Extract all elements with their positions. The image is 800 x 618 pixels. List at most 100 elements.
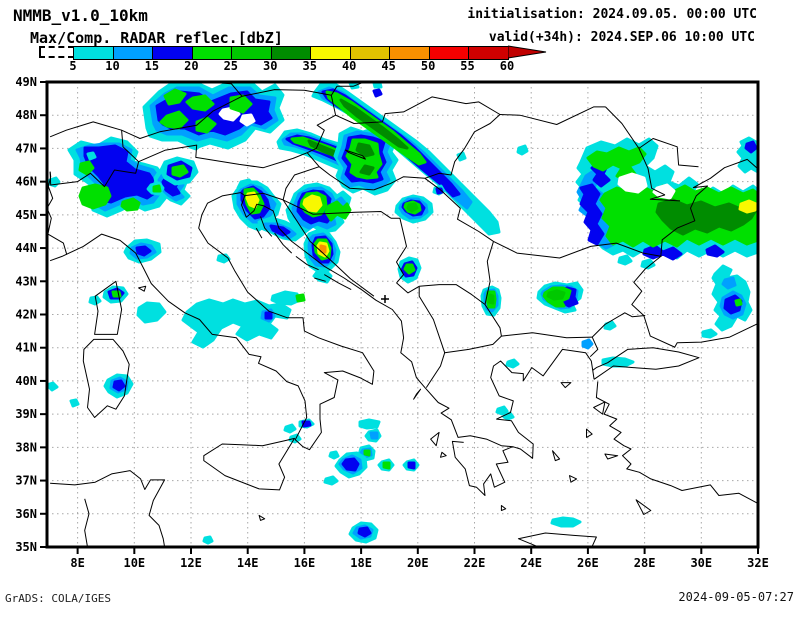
location-marker	[381, 295, 389, 303]
colorbar-segment	[428, 47, 469, 59]
lat-tick-label: 47N	[15, 141, 37, 155]
radar-cell	[358, 418, 381, 430]
country-border	[373, 176, 425, 191]
colorbar-tick-label: 45	[381, 59, 396, 73]
radar-cell	[369, 431, 379, 440]
radar-cell	[406, 202, 419, 213]
island-outline	[604, 453, 619, 460]
radar-cell	[701, 328, 718, 339]
coastline	[673, 323, 758, 348]
country-border	[425, 352, 446, 388]
radar-cell	[319, 244, 327, 254]
radar-cell	[382, 461, 391, 470]
lon-tick-label: 30E	[690, 556, 712, 570]
coastline	[595, 381, 758, 504]
colorbar-tick-label: 35	[302, 59, 317, 73]
lon-tick-label: 20E	[407, 556, 429, 570]
radar-cell	[601, 356, 635, 368]
country-border	[244, 166, 320, 201]
valid-time-label: valid(+34h): 2024.SEP.06 10:00 UTC	[488, 30, 755, 45]
radar-cell	[245, 191, 260, 209]
radar-cell	[640, 258, 656, 270]
colorbar-segment	[152, 47, 192, 59]
country-border	[499, 106, 606, 125]
radar-cell	[171, 164, 189, 178]
radar-cell	[495, 405, 509, 416]
island-outline	[552, 450, 561, 462]
country-border	[424, 177, 494, 242]
geography	[47, 82, 758, 547]
lat-tick-label: 40N	[15, 374, 37, 388]
island-outline	[440, 451, 447, 458]
radar-cell	[744, 140, 758, 154]
radar-cell	[357, 526, 372, 538]
colorbar-tick-label: 60	[499, 59, 515, 73]
country-border	[589, 336, 599, 358]
country-border	[605, 106, 666, 196]
island-outline	[560, 382, 572, 389]
radar-cell	[341, 457, 360, 472]
radar-cell	[239, 113, 256, 127]
colorbar-segment	[112, 47, 153, 59]
radar-cell	[136, 301, 167, 324]
radar-cell	[505, 358, 520, 369]
lon-tick-label: 8E	[70, 556, 84, 570]
country-border	[424, 114, 501, 179]
radar-cell	[339, 98, 409, 150]
lat-tick-label: 42N	[15, 308, 37, 322]
lon-tick-label: 14E	[237, 556, 259, 570]
radar-cell	[403, 263, 416, 275]
lon-tick-label: 10E	[123, 556, 145, 570]
radar-cell	[516, 144, 529, 156]
colorbar-tick-label: 40	[341, 59, 357, 73]
country-border	[255, 227, 263, 239]
radar-cell	[302, 194, 323, 213]
lat-tick-label: 44N	[15, 241, 37, 255]
country-border	[121, 82, 243, 139]
grads-credit: GrADS: COLA/IGES	[5, 592, 111, 605]
country-border	[282, 199, 375, 297]
radar-cell	[738, 199, 758, 214]
colorbar-tick-label: 25	[223, 59, 239, 73]
radar-cell	[705, 244, 725, 258]
lon-tick-label: 24E	[520, 556, 542, 570]
lon-tick-label: 26E	[577, 556, 599, 570]
coastline	[631, 158, 758, 348]
colorbar-below-min-box	[39, 46, 74, 58]
radar-cell	[721, 276, 737, 290]
island-outline	[413, 388, 422, 400]
colorbar-overflow-arrow	[508, 45, 547, 59]
island-outline	[586, 428, 593, 438]
island-outline	[569, 475, 578, 483]
radar-cell	[283, 423, 297, 434]
radar-cell	[185, 94, 215, 112]
radar-cell	[323, 475, 339, 486]
radar-cell	[269, 224, 291, 237]
colorbar-tick-label: 20	[184, 59, 199, 73]
map-root: 49N 48N 47N 46N 45N 44N 43N 42N 41N 40N 39N 38N 37N 3…	[15, 75, 769, 570]
radar-cell	[301, 420, 312, 428]
colorbar-tick-label: 55	[460, 59, 475, 73]
radar-cell	[359, 164, 375, 176]
radar-cell	[355, 142, 375, 158]
island-outline	[430, 431, 440, 447]
colorbar-segment	[270, 47, 311, 59]
radar-cell	[78, 183, 112, 210]
colorbar-segment	[468, 47, 509, 59]
lon-tick-label: 18E	[350, 556, 372, 570]
radar-cell	[152, 184, 162, 193]
country-border	[84, 498, 90, 547]
model-title: NMMB_v1.0_10km	[13, 6, 148, 25]
radar-cell	[202, 535, 214, 545]
radar-cell	[88, 295, 102, 306]
coastline	[49, 192, 375, 451]
country-border	[638, 138, 699, 168]
lon-tick-label: 16E	[294, 556, 316, 570]
colorbar-tick-label: 30	[263, 59, 278, 73]
init-time-label: initialisation: 2024.09.05. 00:00 UTC	[467, 7, 757, 22]
lat-tick-label: 38N	[15, 440, 37, 454]
coastline	[50, 470, 166, 547]
radar-cell	[47, 381, 59, 392]
country-border	[501, 332, 593, 339]
lat-tick-label: 45N	[15, 208, 37, 222]
